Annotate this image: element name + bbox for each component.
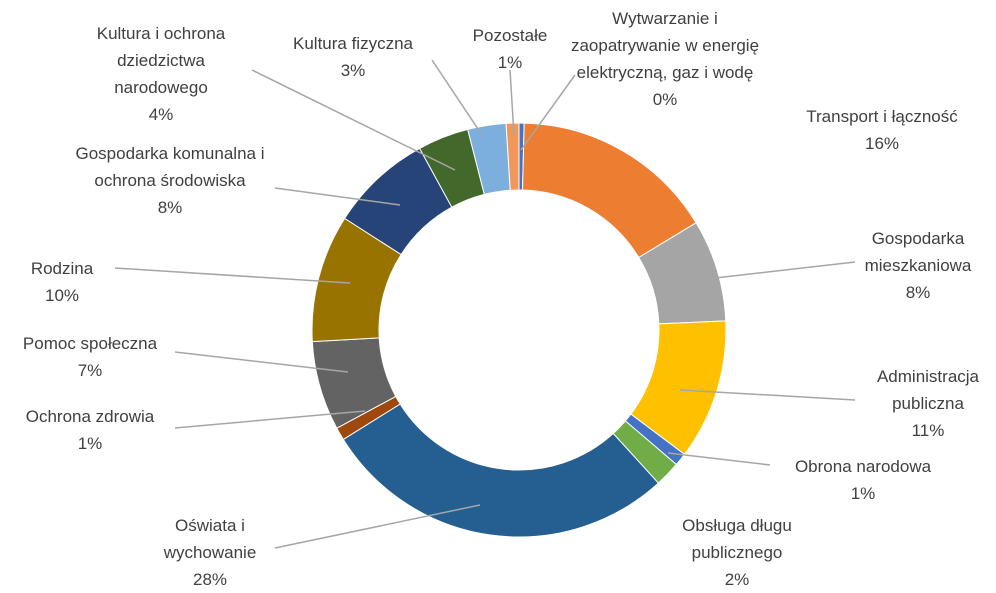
data-label: Ochrona zdrowia 1% bbox=[5, 403, 175, 457]
leader-line bbox=[714, 261, 856, 279]
value-label: 8% bbox=[905, 283, 931, 302]
data-label: Transport i łączność 16% bbox=[782, 103, 982, 157]
donut-slice bbox=[505, 122, 520, 191]
leader-line bbox=[509, 69, 515, 136]
category-label: Wytwarzanie i zaopatrywanie w energię el… bbox=[570, 9, 760, 82]
leader-line bbox=[174, 410, 366, 429]
category-label: Pomoc społeczna bbox=[22, 334, 158, 353]
value-label: 11% bbox=[911, 421, 945, 440]
value-label: 3% bbox=[340, 61, 366, 80]
value-label: 10% bbox=[44, 286, 80, 305]
value-label: 2% bbox=[724, 570, 750, 589]
category-label: Kultura i ochrona dziedzictwa narodowego bbox=[96, 24, 226, 97]
donut-slice bbox=[342, 403, 660, 538]
value-label: 8% bbox=[157, 198, 183, 217]
leader-line bbox=[274, 504, 481, 549]
category-label: Gospodarka komunalna i ochrona środowisk… bbox=[75, 144, 265, 190]
category-label: Kultura fizyczna bbox=[293, 34, 413, 53]
data-label: Kultura i ochrona dziedzictwa narodowego… bbox=[76, 20, 246, 128]
value-label: 16% bbox=[864, 134, 900, 153]
data-label: Pomoc społeczna 7% bbox=[5, 330, 175, 384]
leader-line bbox=[520, 74, 576, 151]
data-label: Obrona narodowa 1% bbox=[763, 453, 963, 507]
leader-line bbox=[667, 452, 771, 466]
data-label: Rodzina 10% bbox=[12, 255, 112, 309]
category-label: Ochrona zdrowia bbox=[25, 407, 155, 426]
leader-line bbox=[431, 59, 483, 136]
data-label: Kultura fizyczna 3% bbox=[268, 30, 438, 84]
value-label: 7% bbox=[77, 361, 103, 380]
category-label: Obrona narodowa bbox=[794, 457, 932, 476]
leader-line bbox=[679, 389, 856, 401]
data-label: Gospodarka komunalna i ochrona środowisk… bbox=[75, 140, 265, 221]
category-label: Transport i łączność bbox=[806, 107, 958, 126]
category-label: Gospodarka mieszkaniowa bbox=[864, 229, 972, 275]
data-label: Administracja publiczna 11% bbox=[858, 363, 996, 444]
value-label: 1% bbox=[850, 484, 876, 503]
data-label: Pozostałe 1% bbox=[460, 22, 560, 76]
leader-line bbox=[251, 69, 456, 171]
leader-line bbox=[174, 351, 349, 373]
data-label: Gospodarka mieszkaniowa 8% bbox=[853, 225, 983, 306]
category-label: Rodzina bbox=[30, 259, 94, 278]
leader-line bbox=[114, 267, 351, 284]
data-label: Obsługa długu publicznego 2% bbox=[662, 512, 812, 593]
data-label: Wytwarzanie i zaopatrywanie w energię el… bbox=[570, 5, 760, 113]
category-label: Oświata i wychowanie bbox=[163, 516, 257, 562]
value-label: 28% bbox=[192, 570, 228, 589]
leader-line bbox=[274, 187, 401, 206]
value-label: 1% bbox=[77, 434, 103, 453]
value-label: 0% bbox=[652, 90, 678, 109]
donut-slice bbox=[521, 122, 697, 259]
category-label: Obsługa długu publicznego bbox=[682, 516, 792, 562]
category-label: Administracja publiczna bbox=[876, 367, 980, 413]
value-label: 4% bbox=[148, 105, 174, 124]
category-label: Pozostałe bbox=[472, 26, 548, 45]
value-label: 1% bbox=[497, 53, 523, 72]
data-label: Oświata i wychowanie 28% bbox=[145, 512, 275, 593]
